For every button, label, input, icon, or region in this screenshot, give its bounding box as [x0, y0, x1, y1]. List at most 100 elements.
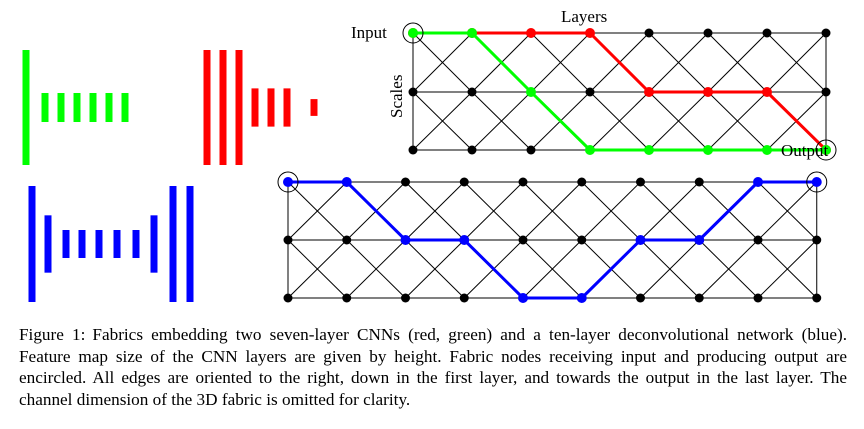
fabric-node	[526, 145, 536, 155]
path-node	[694, 235, 705, 245]
fabric-node	[401, 293, 410, 303]
path-node	[459, 235, 470, 245]
fabric-node	[585, 87, 595, 97]
input-label: Input	[351, 23, 387, 42]
red-cnn-bars	[203, 50, 318, 165]
fabric-edge	[471, 91, 532, 151]
fabric-node	[283, 293, 293, 303]
bar	[219, 50, 227, 165]
fabric-node	[636, 177, 645, 187]
path-node	[703, 87, 713, 97]
fabric-edge	[707, 32, 768, 93]
green-cnn-bars	[22, 50, 129, 165]
fabric-node	[762, 28, 772, 38]
path-node	[526, 28, 536, 38]
bar	[41, 93, 49, 122]
path-node	[283, 177, 293, 187]
fabric-node	[283, 235, 293, 245]
path-node	[821, 145, 831, 155]
figure-caption: Figure 1: Fabrics embedding two seven-lay…	[19, 324, 847, 410]
scales-label: Scales	[387, 75, 406, 118]
path-node	[762, 87, 772, 97]
bar	[267, 88, 275, 127]
fabric-node	[518, 177, 528, 187]
figure-illustration: Input Layers Output Scales	[22, 7, 837, 303]
fabric-node	[821, 28, 831, 38]
bottom-fabric	[277, 171, 828, 303]
fabric-node	[467, 87, 477, 97]
output-label: Output	[781, 141, 829, 160]
fabric-edge	[707, 91, 768, 151]
bar	[310, 99, 318, 116]
path-node	[753, 177, 763, 187]
fabric-node	[644, 28, 654, 38]
bar	[203, 50, 211, 165]
fabric-node	[577, 235, 587, 245]
fabric-edge	[648, 91, 709, 151]
fabric-edge	[757, 181, 818, 241]
bar	[95, 230, 103, 258]
blue-deconv-bars	[28, 186, 194, 302]
bar	[251, 88, 259, 127]
fabric-node	[636, 293, 645, 303]
fabric-edge	[405, 181, 465, 241]
bar	[22, 50, 30, 165]
bar	[113, 230, 121, 258]
bar	[62, 230, 70, 258]
fabric-edge	[757, 239, 818, 299]
output-node-ring	[806, 171, 828, 193]
green-cnn-path	[408, 28, 831, 155]
fabric-edge	[412, 91, 473, 151]
path-node	[518, 293, 528, 303]
fabric-edge	[766, 32, 827, 93]
fabric-node	[401, 177, 410, 187]
fabric-edge	[287, 181, 348, 241]
fabric-node	[753, 293, 763, 303]
bar	[150, 215, 158, 273]
fabric-node	[459, 177, 469, 187]
path-line	[413, 31, 826, 152]
fabric-edge	[581, 181, 641, 241]
fabric-node	[408, 87, 418, 97]
path-node	[585, 28, 595, 38]
bar	[78, 230, 86, 258]
input-node-ring	[402, 22, 424, 44]
fabric-node	[459, 293, 469, 303]
caption-text: Fabrics embedding two seven-layer CNNs (…	[19, 325, 847, 409]
path-node	[408, 28, 418, 38]
fabric-edge	[640, 181, 700, 241]
path-node	[467, 28, 477, 38]
fabric-edge	[346, 239, 406, 299]
fabric-node	[577, 177, 587, 187]
fabric-node	[694, 177, 704, 187]
bar	[235, 50, 243, 165]
path-node	[644, 145, 654, 155]
fabric-edge	[405, 239, 465, 299]
fabric-edge	[522, 181, 583, 241]
bar	[105, 93, 113, 122]
bar	[73, 93, 81, 122]
fabric-grid	[287, 181, 818, 299]
output-node-ring	[815, 139, 837, 161]
blue-deconv-path	[283, 177, 822, 303]
path-node	[585, 145, 595, 155]
bar	[121, 93, 129, 122]
fabric-edge	[698, 239, 759, 299]
bar	[57, 93, 65, 122]
fabric-node	[342, 235, 352, 245]
fabric-edge	[648, 32, 709, 93]
fabric-edge	[522, 239, 583, 299]
fabric-edge	[530, 32, 591, 93]
bar	[44, 215, 52, 273]
fabric-node	[703, 28, 713, 38]
path-node	[811, 177, 822, 187]
fabric-node	[694, 293, 704, 303]
fabric-node	[342, 293, 352, 303]
fabric-edge	[640, 239, 700, 299]
bar	[89, 93, 97, 122]
fabric-edge	[589, 91, 650, 151]
path-node	[644, 87, 654, 97]
fabric-node	[812, 293, 822, 303]
fabric-edge	[287, 239, 348, 299]
fabric-edge	[412, 32, 473, 93]
